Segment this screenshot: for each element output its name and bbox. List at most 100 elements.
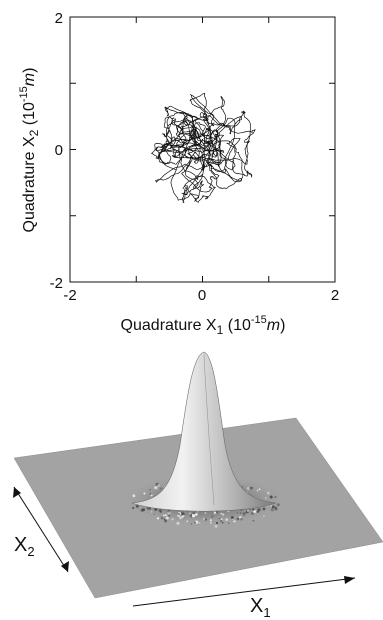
texture-dot <box>167 511 171 515</box>
texture-dot <box>209 521 212 524</box>
texture-dot <box>132 494 136 498</box>
texture-dot <box>239 512 242 514</box>
texture-dot <box>215 521 219 525</box>
texture-dot <box>182 516 184 518</box>
texture-dot <box>160 516 164 520</box>
texture-dot <box>269 495 273 499</box>
texture-dot <box>266 491 270 495</box>
x1-axis-label: X1 <box>250 595 271 620</box>
texture-dot <box>265 497 267 499</box>
texture-dot <box>186 520 188 522</box>
texture-dot <box>194 521 197 524</box>
texture-dot <box>211 515 214 518</box>
x1-arrowhead <box>344 576 355 584</box>
texture-dot <box>153 513 155 515</box>
x-axis-title: Quadrature X1 (10-15m) <box>121 314 286 337</box>
x-tick-label: -2 <box>63 287 76 304</box>
texture-dot <box>220 520 222 522</box>
texture-dot <box>181 515 185 518</box>
texture-dot <box>159 487 162 490</box>
texture-dot <box>220 518 223 521</box>
texture-dot <box>209 519 212 522</box>
x2-axis-arrow <box>13 486 69 573</box>
x-tick-label: 2 <box>331 287 339 304</box>
texture-dot <box>190 523 193 525</box>
texture-dot <box>250 512 254 515</box>
texture-dot <box>143 492 146 495</box>
texture-dot <box>262 507 266 511</box>
surface-chart: X2 X1 <box>13 351 383 620</box>
texture-dot <box>163 518 166 520</box>
texture-dot <box>192 512 195 514</box>
texture-dot <box>252 519 255 522</box>
texture-dot <box>251 487 254 489</box>
x1-axis-arrow <box>132 577 356 607</box>
texture-dot <box>214 524 218 528</box>
texture-dot <box>149 493 152 495</box>
x2-axis-label: X2 <box>14 534 35 559</box>
y-tick-label: 2 <box>55 10 63 27</box>
texture-dot <box>181 512 185 516</box>
y-axis-title: Quadrature X2 (10-15m) <box>18 68 41 233</box>
axis-ticks <box>69 16 336 283</box>
texture-dot <box>271 505 275 509</box>
texture-dot <box>176 521 180 525</box>
x2-arrowhead-bottom <box>61 561 69 572</box>
texture-dot <box>203 517 206 520</box>
texture-dot <box>270 504 273 507</box>
texture-dot <box>243 514 246 517</box>
texture-dot <box>177 512 181 516</box>
texture-dot <box>244 512 247 514</box>
y-tick-label: -2 <box>50 275 63 292</box>
texture-dot <box>135 504 139 508</box>
texture-dot <box>150 494 153 497</box>
texture-dot <box>239 517 243 521</box>
texture-dot <box>146 507 148 509</box>
texture-dot <box>171 518 174 521</box>
texture-dot <box>239 516 241 518</box>
texture-dot <box>149 488 151 491</box>
texture-dot <box>156 517 160 520</box>
texture-dot <box>204 518 208 521</box>
texture-dot <box>167 510 171 513</box>
texture-dot <box>154 486 158 490</box>
texture-dot <box>233 520 236 523</box>
texture-dot <box>186 520 189 522</box>
texture-dot <box>142 508 145 512</box>
texture-dot <box>274 507 278 511</box>
texture-dot <box>256 510 259 513</box>
texture-dot <box>218 517 221 520</box>
texture-dot <box>228 522 230 524</box>
texture-dot <box>276 503 280 507</box>
texture-dot <box>222 513 225 516</box>
texture-dot <box>257 508 261 512</box>
texture-dot <box>230 516 234 519</box>
texture-dot <box>230 515 234 519</box>
texture-dot <box>194 513 198 516</box>
peak-ridge <box>203 353 215 506</box>
texture-dot <box>236 517 240 521</box>
gaussian-peak <box>131 351 277 512</box>
texture-dot <box>213 511 217 514</box>
texture-dot <box>246 486 250 490</box>
texture-dot <box>218 516 220 518</box>
trajectory-line <box>151 92 256 204</box>
texture-dot <box>247 509 249 512</box>
texture-dot <box>220 512 223 515</box>
texture-dot <box>150 511 153 513</box>
texture-dot <box>253 510 256 513</box>
texture-dot <box>189 512 192 515</box>
y-tick-label: 0 <box>55 142 63 159</box>
texture-dot <box>179 515 183 519</box>
texture-dot <box>225 518 229 521</box>
texture-dot <box>191 514 196 518</box>
texture-dot <box>274 495 277 499</box>
texture-dot <box>242 512 245 515</box>
texture-dot <box>158 508 163 513</box>
plot-frame <box>69 16 336 283</box>
texture-dot <box>155 482 159 487</box>
texture-dot <box>249 486 253 490</box>
x-tick-label: 0 <box>198 287 206 304</box>
texture-dot <box>270 508 274 512</box>
texture-dot <box>256 489 259 492</box>
